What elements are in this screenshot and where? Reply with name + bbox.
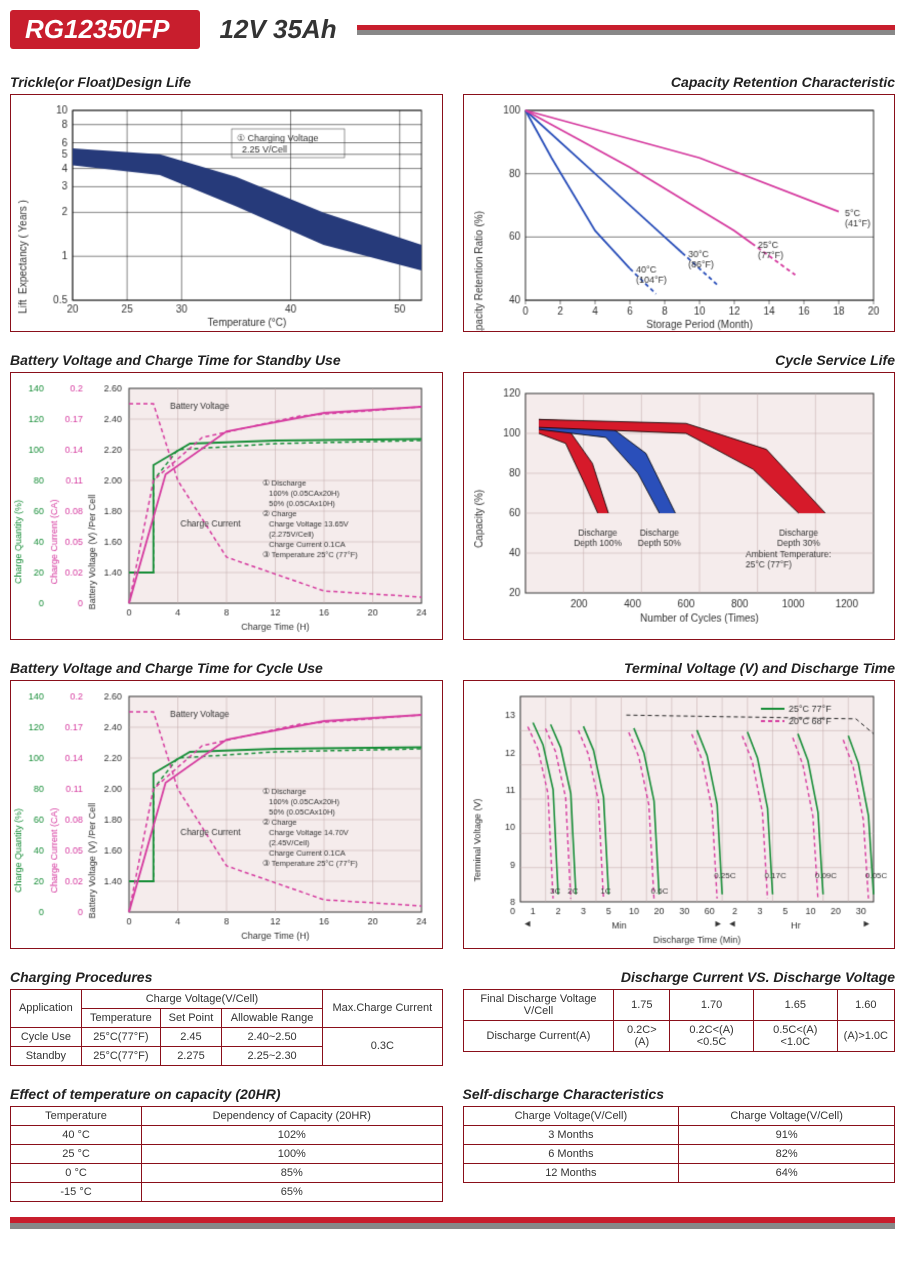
- standby-chart: [10, 372, 443, 641]
- retention-title: Capacity Retention Characteristic: [463, 74, 896, 90]
- selfdischarge-title: Self-discharge Characteristics: [463, 1086, 896, 1102]
- terminal-chart: [463, 680, 896, 949]
- cyclecharge-title: Battery Voltage and Charge Time for Cycl…: [10, 660, 443, 676]
- charging-table: ApplicationCharge Voltage(V/Cell)Max.Cha…: [10, 989, 443, 1066]
- page-header: RG12350FP 12V 35Ah: [10, 10, 895, 49]
- terminal-title: Terminal Voltage (V) and Discharge Time: [463, 660, 896, 676]
- spec-title: 12V 35Ah: [220, 14, 337, 45]
- dvv-title: Discharge Current VS. Discharge Voltage: [463, 969, 896, 985]
- retention-chart: [463, 94, 896, 332]
- cyclelife-title: Cycle Service Life: [463, 352, 896, 368]
- cyclelife-chart: [463, 372, 896, 641]
- tempeffect-table: TemperatureDependency of Capacity (20HR)…: [10, 1106, 443, 1202]
- footer-rule: [10, 1217, 895, 1229]
- model-banner: RG12350FP: [10, 10, 200, 49]
- cyclecharge-chart: [10, 680, 443, 949]
- selfdischarge-table: Charge Voltage(V/Cell)Charge Voltage(V/C…: [463, 1106, 896, 1183]
- standby-title: Battery Voltage and Charge Time for Stan…: [10, 352, 443, 368]
- tempeffect-title: Effect of temperature on capacity (20HR): [10, 1086, 443, 1102]
- charging-title: Charging Procedures: [10, 969, 443, 985]
- dvv-table: Final Discharge Voltage V/Cell1.751.701.…: [463, 989, 896, 1052]
- trickle-chart: [10, 94, 443, 332]
- header-rule: [357, 25, 895, 35]
- trickle-title: Trickle(or Float)Design Life: [10, 74, 443, 90]
